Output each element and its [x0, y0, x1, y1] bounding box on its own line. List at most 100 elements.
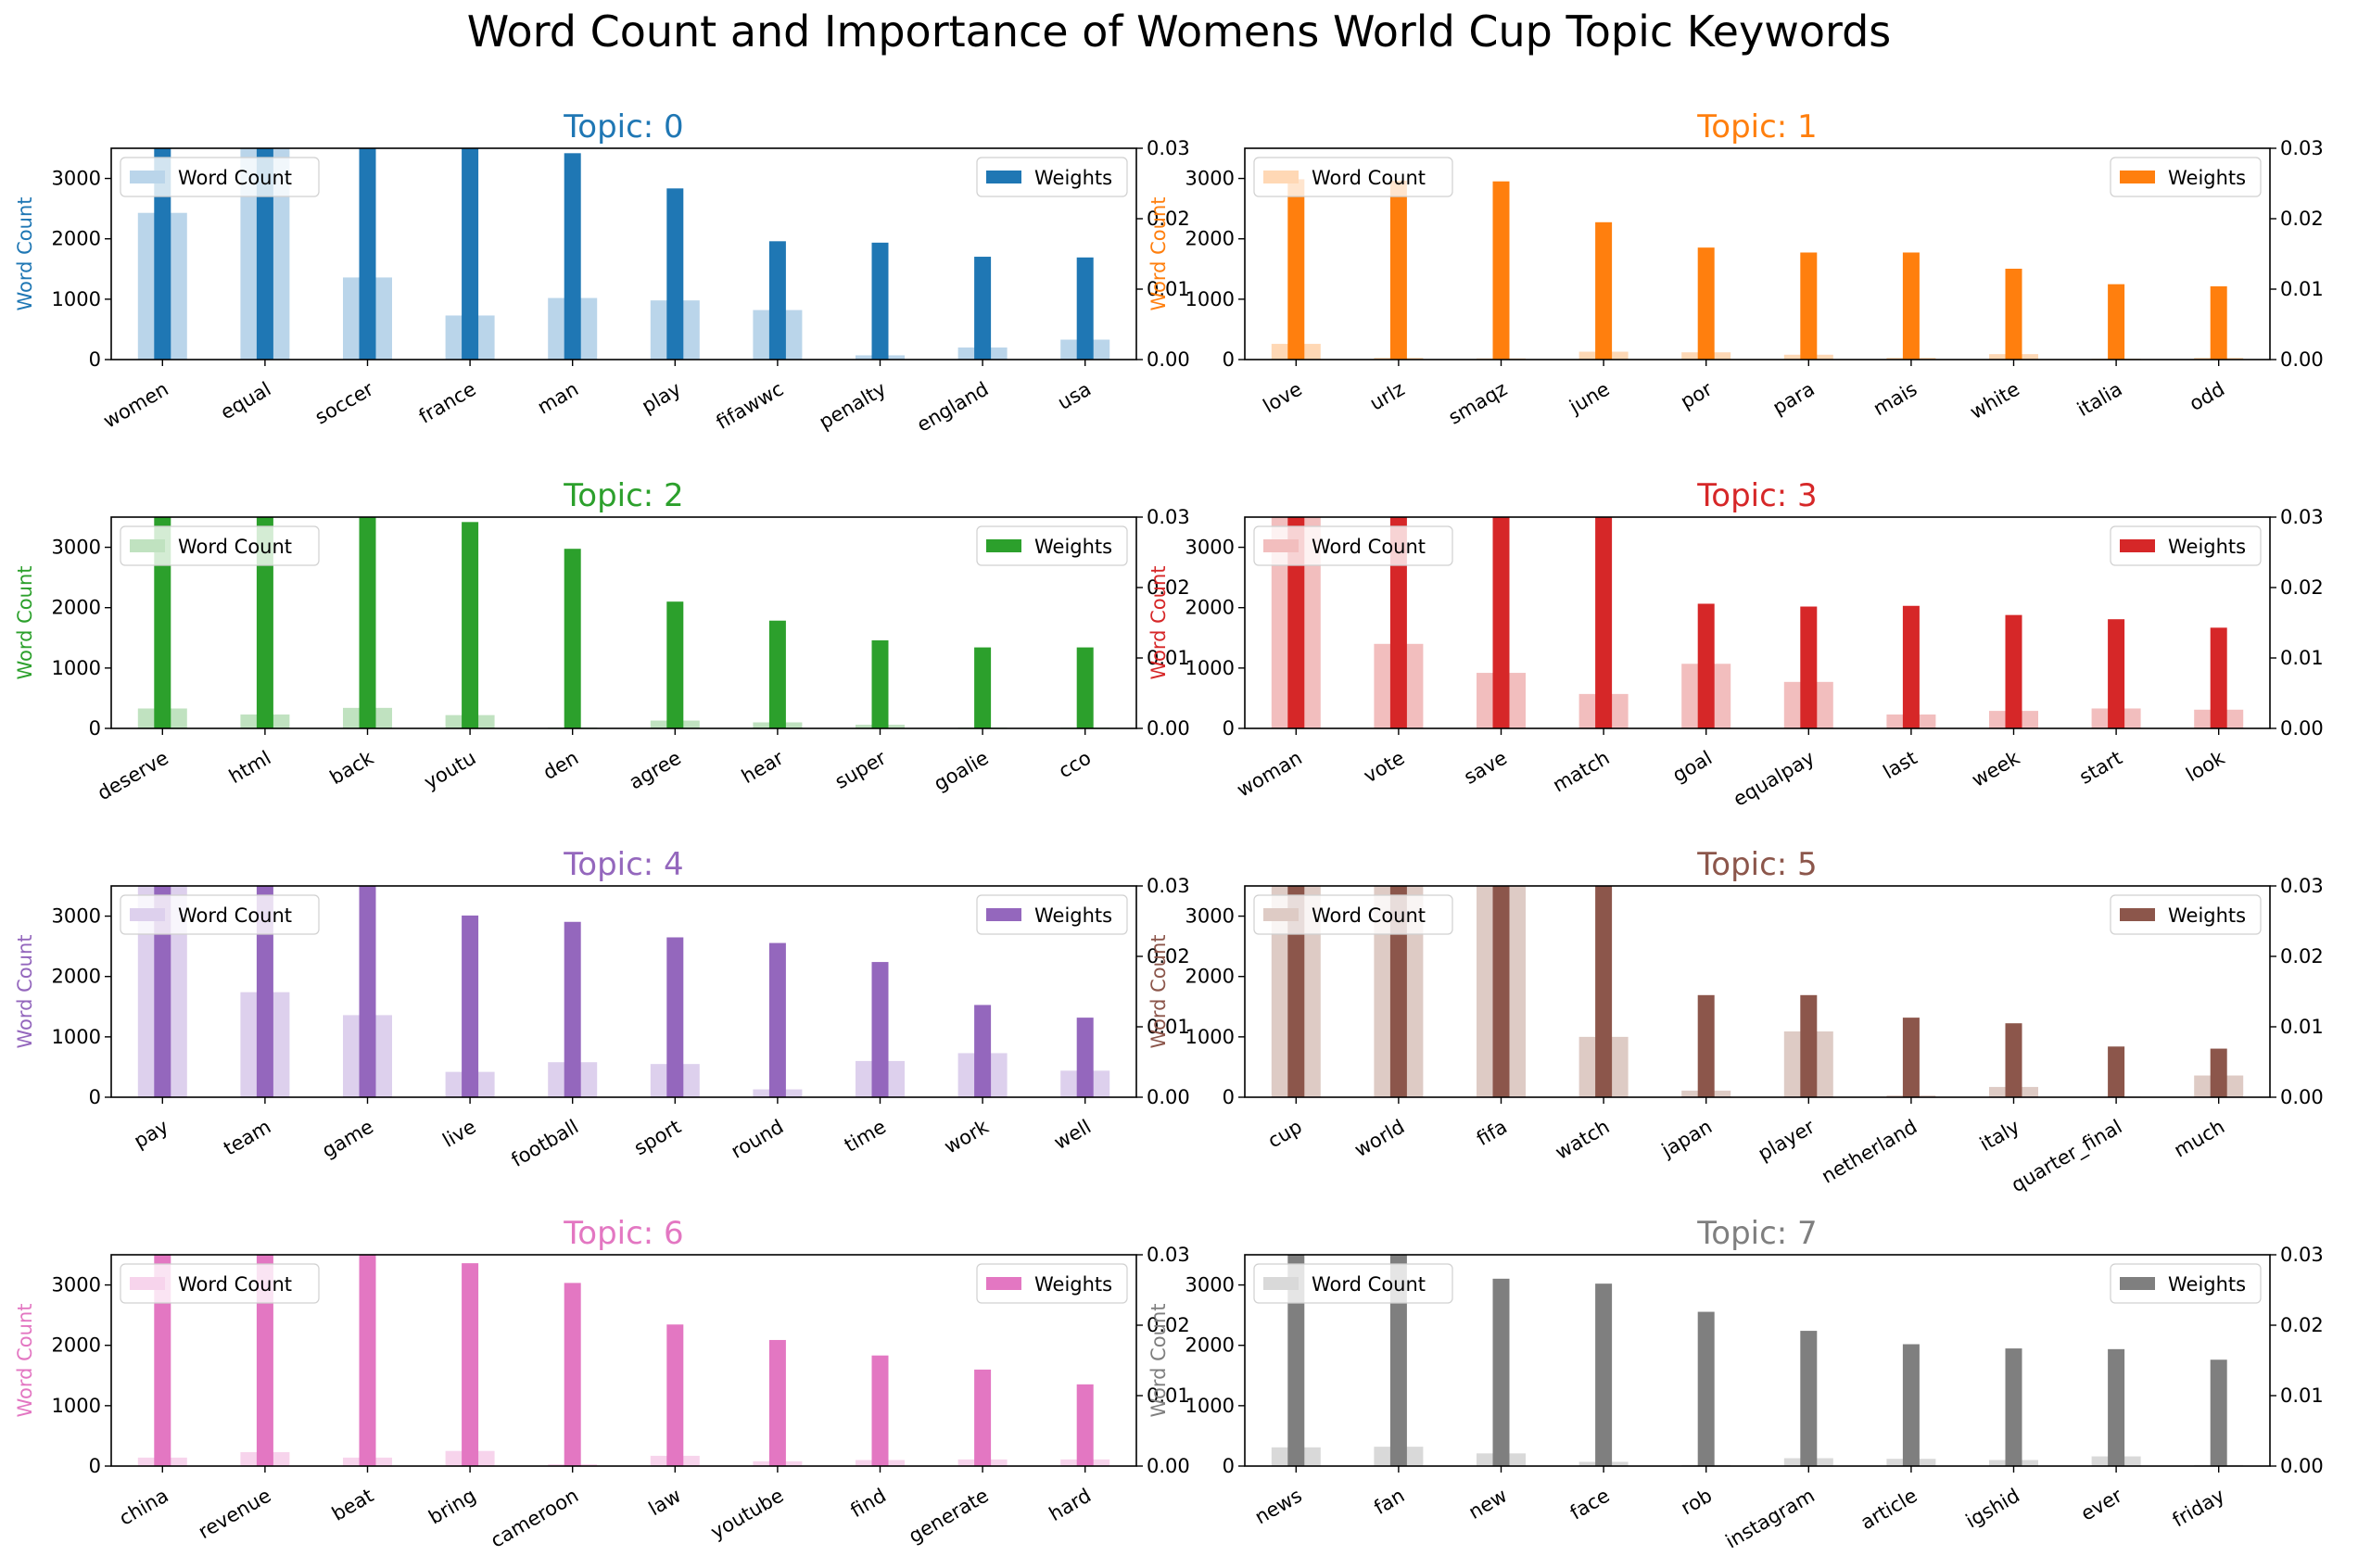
left-tick-label: 2000 — [1185, 228, 1235, 250]
legend-box — [976, 157, 1128, 197]
left-tick-label: 1000 — [1185, 1395, 1235, 1417]
legend-swatch — [986, 171, 1021, 183]
right-tick-label: 0.02 — [1147, 1314, 1190, 1336]
x-tick-label: por — [1677, 377, 1716, 412]
weight-bar — [666, 1324, 684, 1466]
weight-bar — [1595, 517, 1613, 728]
x-tick-label: women — [99, 378, 171, 433]
legend-label: Word Count — [1312, 536, 1426, 558]
chart-title: Word Count and Importance of Womens Worl… — [467, 6, 1892, 57]
weight-bar — [2005, 1348, 2022, 1466]
legend-box — [120, 894, 320, 935]
x-tick-label: week — [1968, 746, 2024, 791]
x-tick-label: html — [225, 747, 274, 789]
x-tick-label: england — [913, 378, 993, 436]
weight-bar — [1492, 181, 1510, 360]
plot-frame — [110, 1254, 1137, 1467]
left-tick-label: 3000 — [1185, 168, 1235, 190]
legend-word-count: Word Count — [120, 525, 320, 566]
legend-weights: Weights — [2110, 894, 2262, 935]
x-tick-label: soccer — [311, 377, 378, 428]
x-tick-label: fifa — [1473, 1116, 1511, 1151]
weight-bar — [2210, 285, 2227, 360]
subplot-topic-3: 0 1000 2000 3000 0.00 0.01 0.02 0.03 woman vote sa… — [1147, 477, 2324, 811]
weight-bar — [1902, 1344, 1920, 1466]
weight-bar — [1492, 517, 1510, 728]
weight-bar — [564, 549, 581, 728]
left-tick-label: 0 — [1223, 348, 1235, 371]
left-tick-label: 1000 — [1185, 657, 1235, 679]
x-tick-label: para — [1768, 378, 1818, 420]
weight-bar — [2005, 1023, 2022, 1097]
plot-frame — [1244, 1254, 2271, 1467]
legend-box — [1253, 1263, 1453, 1304]
bars-group — [137, 517, 1110, 728]
subplot-topic-6: 0 1000 2000 3000 0.00 0.01 0.02 0.03 china revenu… — [14, 1215, 1190, 1552]
weight-bar — [1800, 252, 1818, 360]
x-tick-label: player — [1755, 1115, 1819, 1165]
weight-bar — [1902, 252, 1920, 360]
weight-bar — [359, 886, 376, 1097]
legend-box — [976, 894, 1128, 935]
legend-swatch — [130, 171, 165, 183]
right-tick-label: 0.01 — [2280, 1016, 2324, 1038]
right-tick-label: 0.01 — [1147, 278, 1190, 300]
legend-label: Weights — [1034, 536, 1112, 558]
x-tick-label: cameroon — [487, 1485, 582, 1552]
weight-bar — [1287, 179, 1305, 360]
x-tick-label: news — [1251, 1485, 1306, 1529]
weight-bar — [2108, 619, 2125, 728]
x-tick-label: find — [846, 1485, 890, 1523]
weight-bar — [2005, 614, 2022, 728]
x-tick-label: white — [1966, 378, 2023, 424]
x-tick-label: smaqz — [1445, 378, 1511, 429]
weight-bar — [462, 915, 479, 1097]
left-tick-label: 1000 — [52, 657, 101, 679]
x-tick-label: agree — [626, 747, 685, 794]
weight-bar — [871, 640, 889, 728]
x-tick-label: play — [638, 378, 685, 418]
x-tick-label: china — [116, 1485, 172, 1530]
weight-bar — [359, 148, 376, 360]
x-tick-label: penalty — [816, 378, 890, 434]
y-axis-label: Word Count — [14, 934, 36, 1048]
right-tick-label: 0.01 — [1147, 647, 1190, 669]
x-tick-label: vote — [1360, 747, 1408, 788]
x-tick-label: usa — [1054, 378, 1095, 414]
weight-bar — [1076, 257, 1094, 360]
legend-word-count: Word Count — [120, 157, 320, 197]
x-tick-label: sport — [630, 1116, 685, 1160]
legend-label: Word Count — [178, 536, 292, 558]
weight-bar — [1800, 994, 1818, 1097]
plot-frame — [110, 147, 1137, 360]
right-tick-label: 0.00 — [1147, 348, 1190, 371]
x-tick-label: watch — [1552, 1116, 1614, 1164]
subplot-topic-1: 0 1000 2000 3000 0.00 0.01 0.02 0.03 love urlz sma… — [1147, 108, 2324, 429]
right-tick-label: 0.02 — [2280, 576, 2324, 599]
left-tick-label: 1000 — [1185, 288, 1235, 310]
weight-bar — [1800, 606, 1818, 728]
legend-label: Word Count — [178, 1273, 292, 1296]
left-tick-label: 2000 — [52, 228, 101, 250]
x-tick-label: mais — [1870, 378, 1921, 421]
legend-weights: Weights — [976, 1263, 1128, 1304]
weight-bar — [1697, 247, 1715, 360]
x-tick-label: ever — [2077, 1484, 2126, 1524]
x-tick-label: cco — [1055, 747, 1095, 783]
legend-weights: Weights — [2110, 1263, 2262, 1304]
y-axis-label: Word Count — [14, 1303, 36, 1417]
subplot-title: Topic: 2 — [563, 477, 683, 514]
weight-bar — [1287, 1255, 1305, 1466]
x-tick-label: hear — [738, 746, 788, 788]
weight-bar — [666, 188, 684, 360]
right-tick-label: 0.00 — [1147, 1086, 1190, 1108]
plot-frame — [110, 516, 1137, 729]
weight-bar — [1076, 647, 1094, 728]
subplot-title: Topic: 5 — [1696, 846, 1817, 883]
x-tick-label: look — [2182, 746, 2229, 786]
legend-box — [1253, 894, 1453, 935]
right-tick-label: 0.00 — [1147, 1455, 1190, 1477]
left-tick-label: 2000 — [52, 966, 101, 988]
left-tick-label: 3000 — [1185, 905, 1235, 928]
right-tick-label: 0.01 — [2280, 1385, 2324, 1407]
